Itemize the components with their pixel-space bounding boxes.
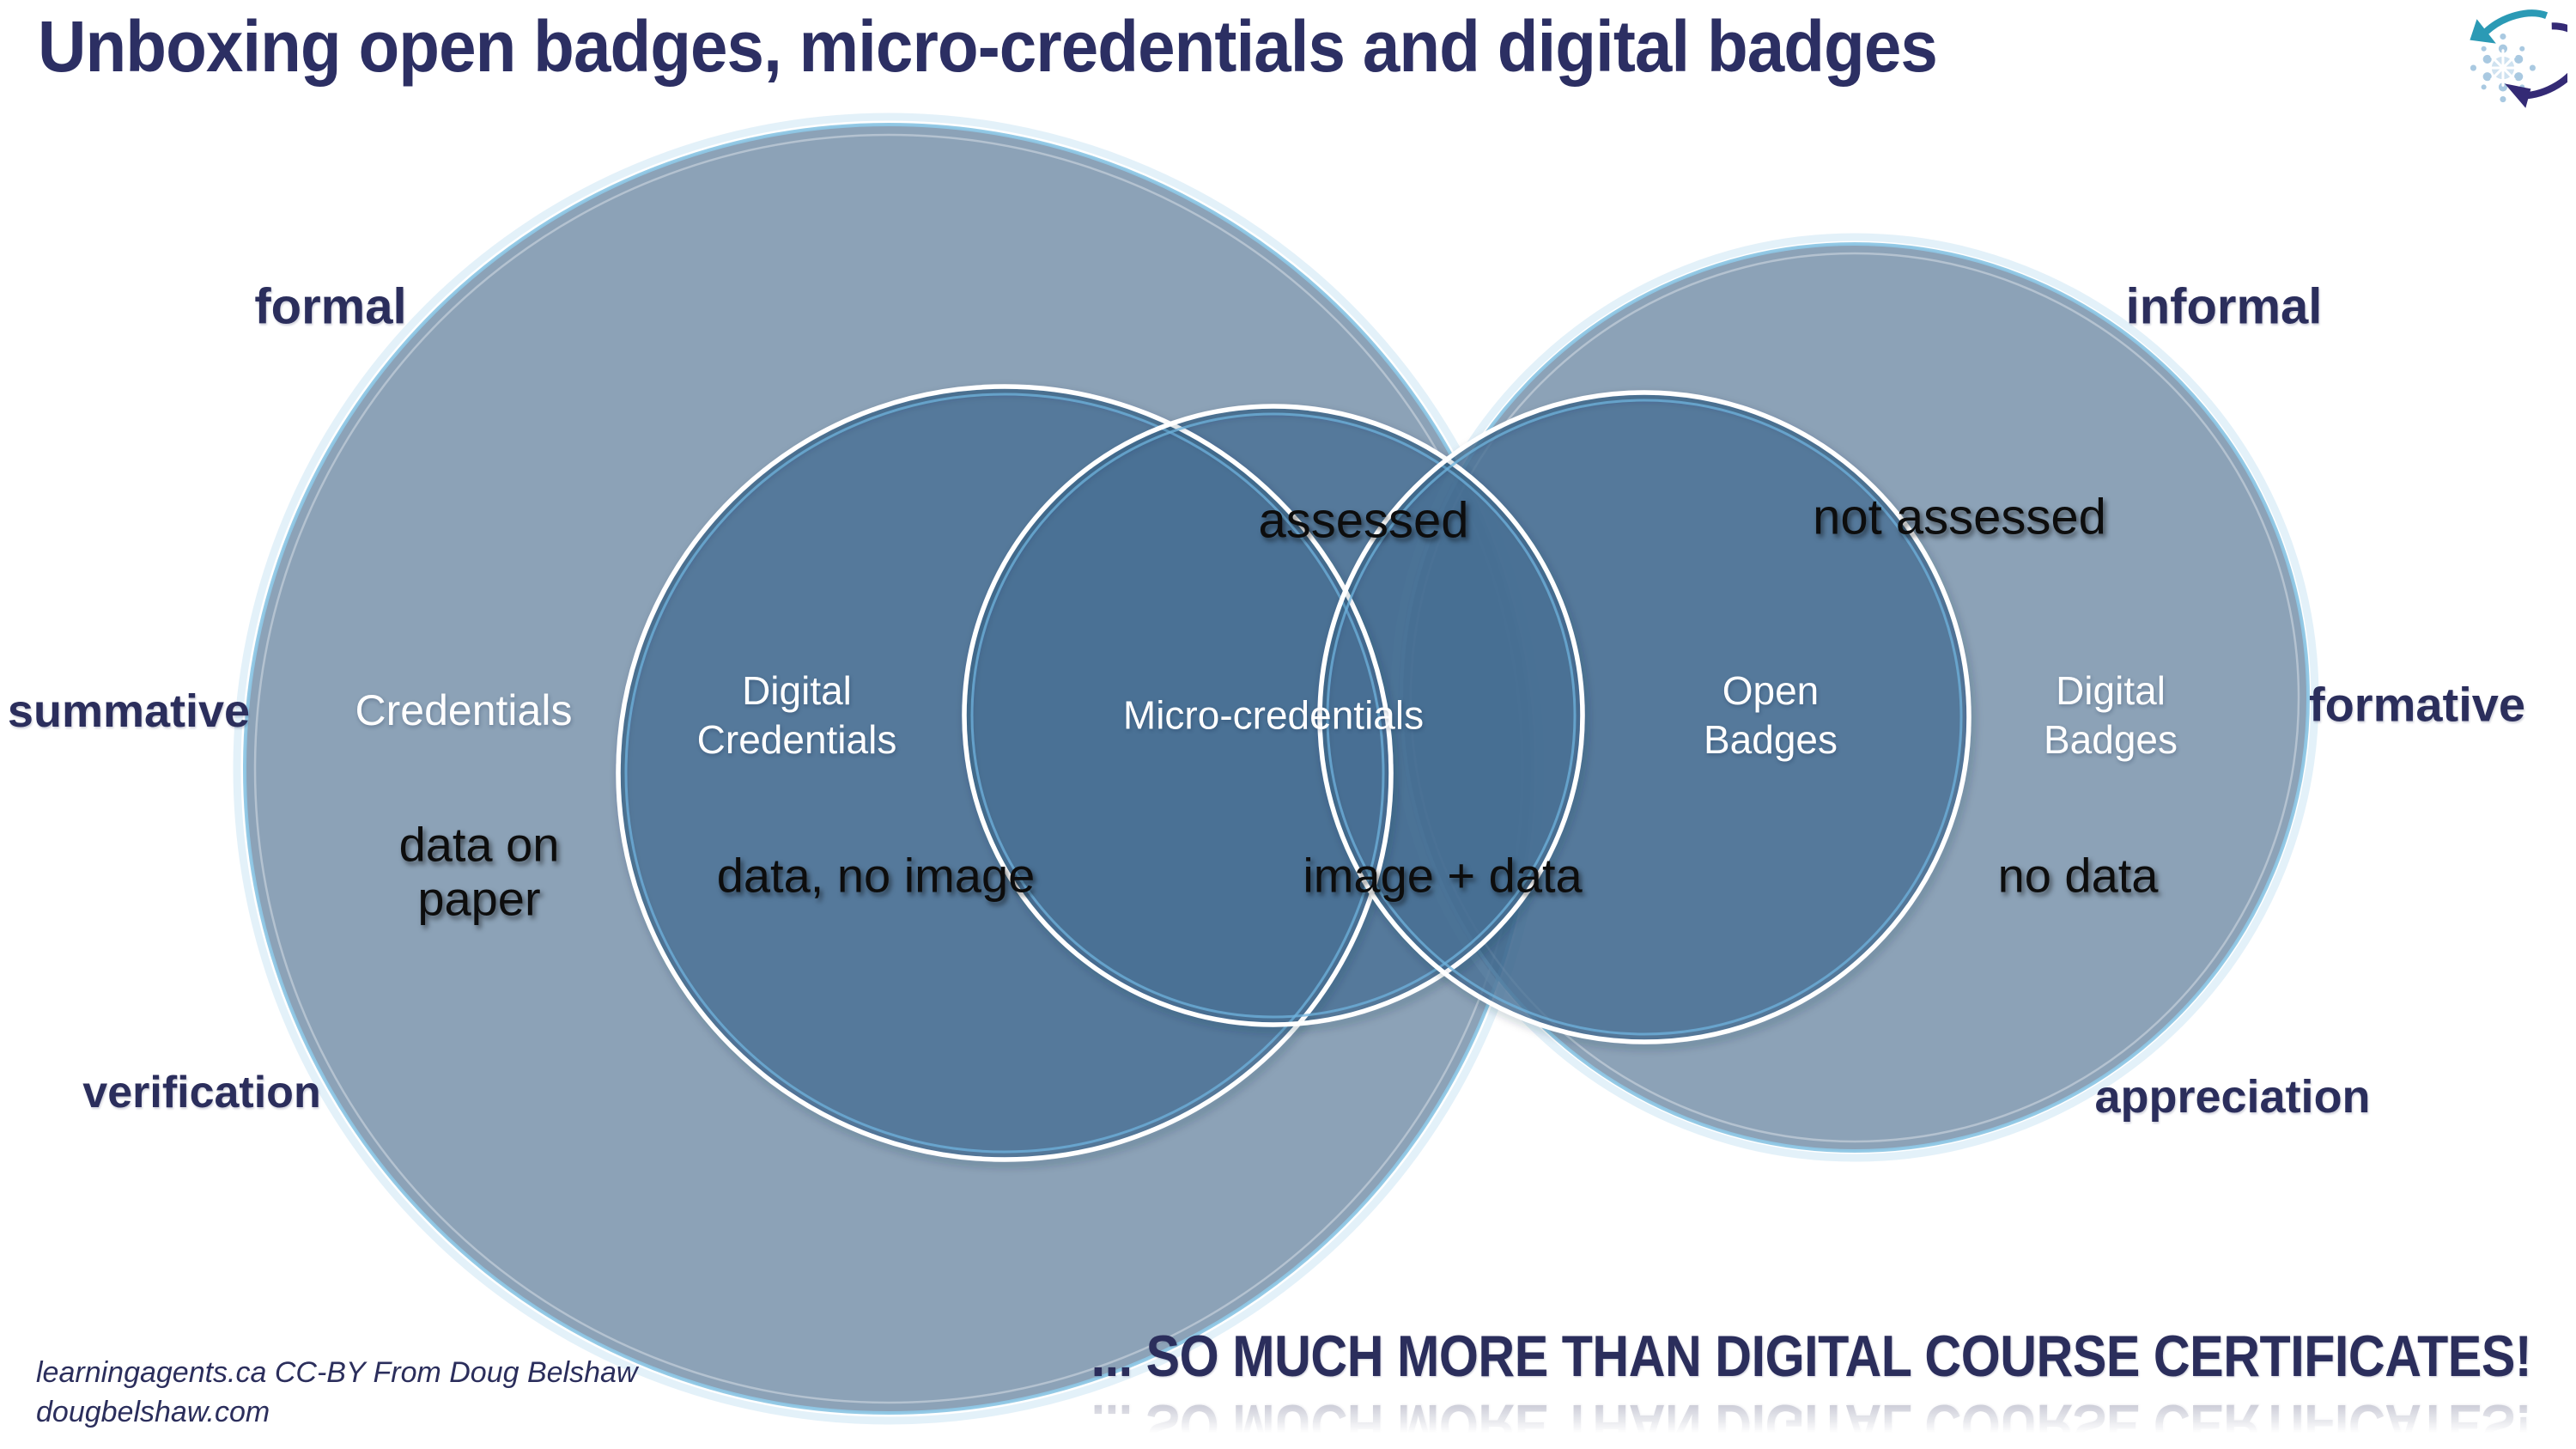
edge-label-formal: formal: [254, 278, 407, 335]
edge-label-informal: informal: [2125, 278, 2323, 335]
assessed-label: assessed: [1258, 492, 1469, 549]
navy-orbit-arrow: [2504, 22, 2567, 108]
edge-label-formative: formative: [2308, 677, 2526, 732]
open-badges-label-line2: Badges: [1703, 717, 1838, 762]
tagline: ... SO MUCH MORE THAN DIGITAL COURSE CER…: [1091, 1323, 2532, 1390]
credit-line1: learningagents.ca CC-BY From Doug Belsha…: [36, 1356, 638, 1389]
image-plus-data-annotation: image + data: [1303, 848, 1583, 903]
open-badges-label: Open Badges: [1704, 667, 1838, 764]
data-on-paper-line1: data on: [398, 817, 560, 872]
digital-badges-label: Digital Badges: [2044, 667, 2178, 764]
page-title: Unboxing open badges, micro-credentials …: [38, 6, 1938, 87]
edge-label-verification: verification: [82, 1068, 321, 1117]
digital-credentials-label: Digital Credentials: [697, 667, 897, 764]
orbit-arrows-snowflake-logo: [2470, 9, 2567, 108]
edge-label-summative: summative: [7, 685, 251, 737]
tagline-text: ... SO MUCH MORE THAN DIGITAL COURSE CER…: [1091, 1324, 2532, 1389]
digital-badges-label-line1: Digital: [2056, 667, 2166, 713]
inner-circle-rims: [616, 384, 1971, 1162]
data-on-paper-annotation: data on paper: [399, 818, 560, 925]
snowflake-star: [2484, 49, 2522, 87]
credit-line2: dougbelshaw.com: [36, 1395, 270, 1428]
digital-credentials-label-line2: Credentials: [696, 717, 897, 762]
data-no-image-annotation: data, no image: [716, 848, 1036, 903]
credentials-label: Credentials: [355, 686, 573, 734]
not-assessed-label: not assessed: [1813, 489, 2106, 545]
open-badges-circle: [1320, 393, 1969, 1042]
open-badges-label-line1: Open: [1722, 667, 1820, 713]
teal-orbit-arrow: [2470, 9, 2549, 44]
micro-credentials-label: Micro-credentials: [1122, 692, 1425, 738]
edge-label-appreciation: appreciation: [2094, 1071, 2371, 1123]
digital-credentials-label-line1: Digital: [742, 667, 852, 713]
credit-text: learningagents.ca CC-BY From Doug Belsha…: [36, 1354, 638, 1433]
no-data-annotation: no data: [1997, 848, 2159, 903]
digital-badges-label-line2: Badges: [2043, 717, 2178, 762]
data-on-paper-line2: paper: [417, 871, 541, 925]
